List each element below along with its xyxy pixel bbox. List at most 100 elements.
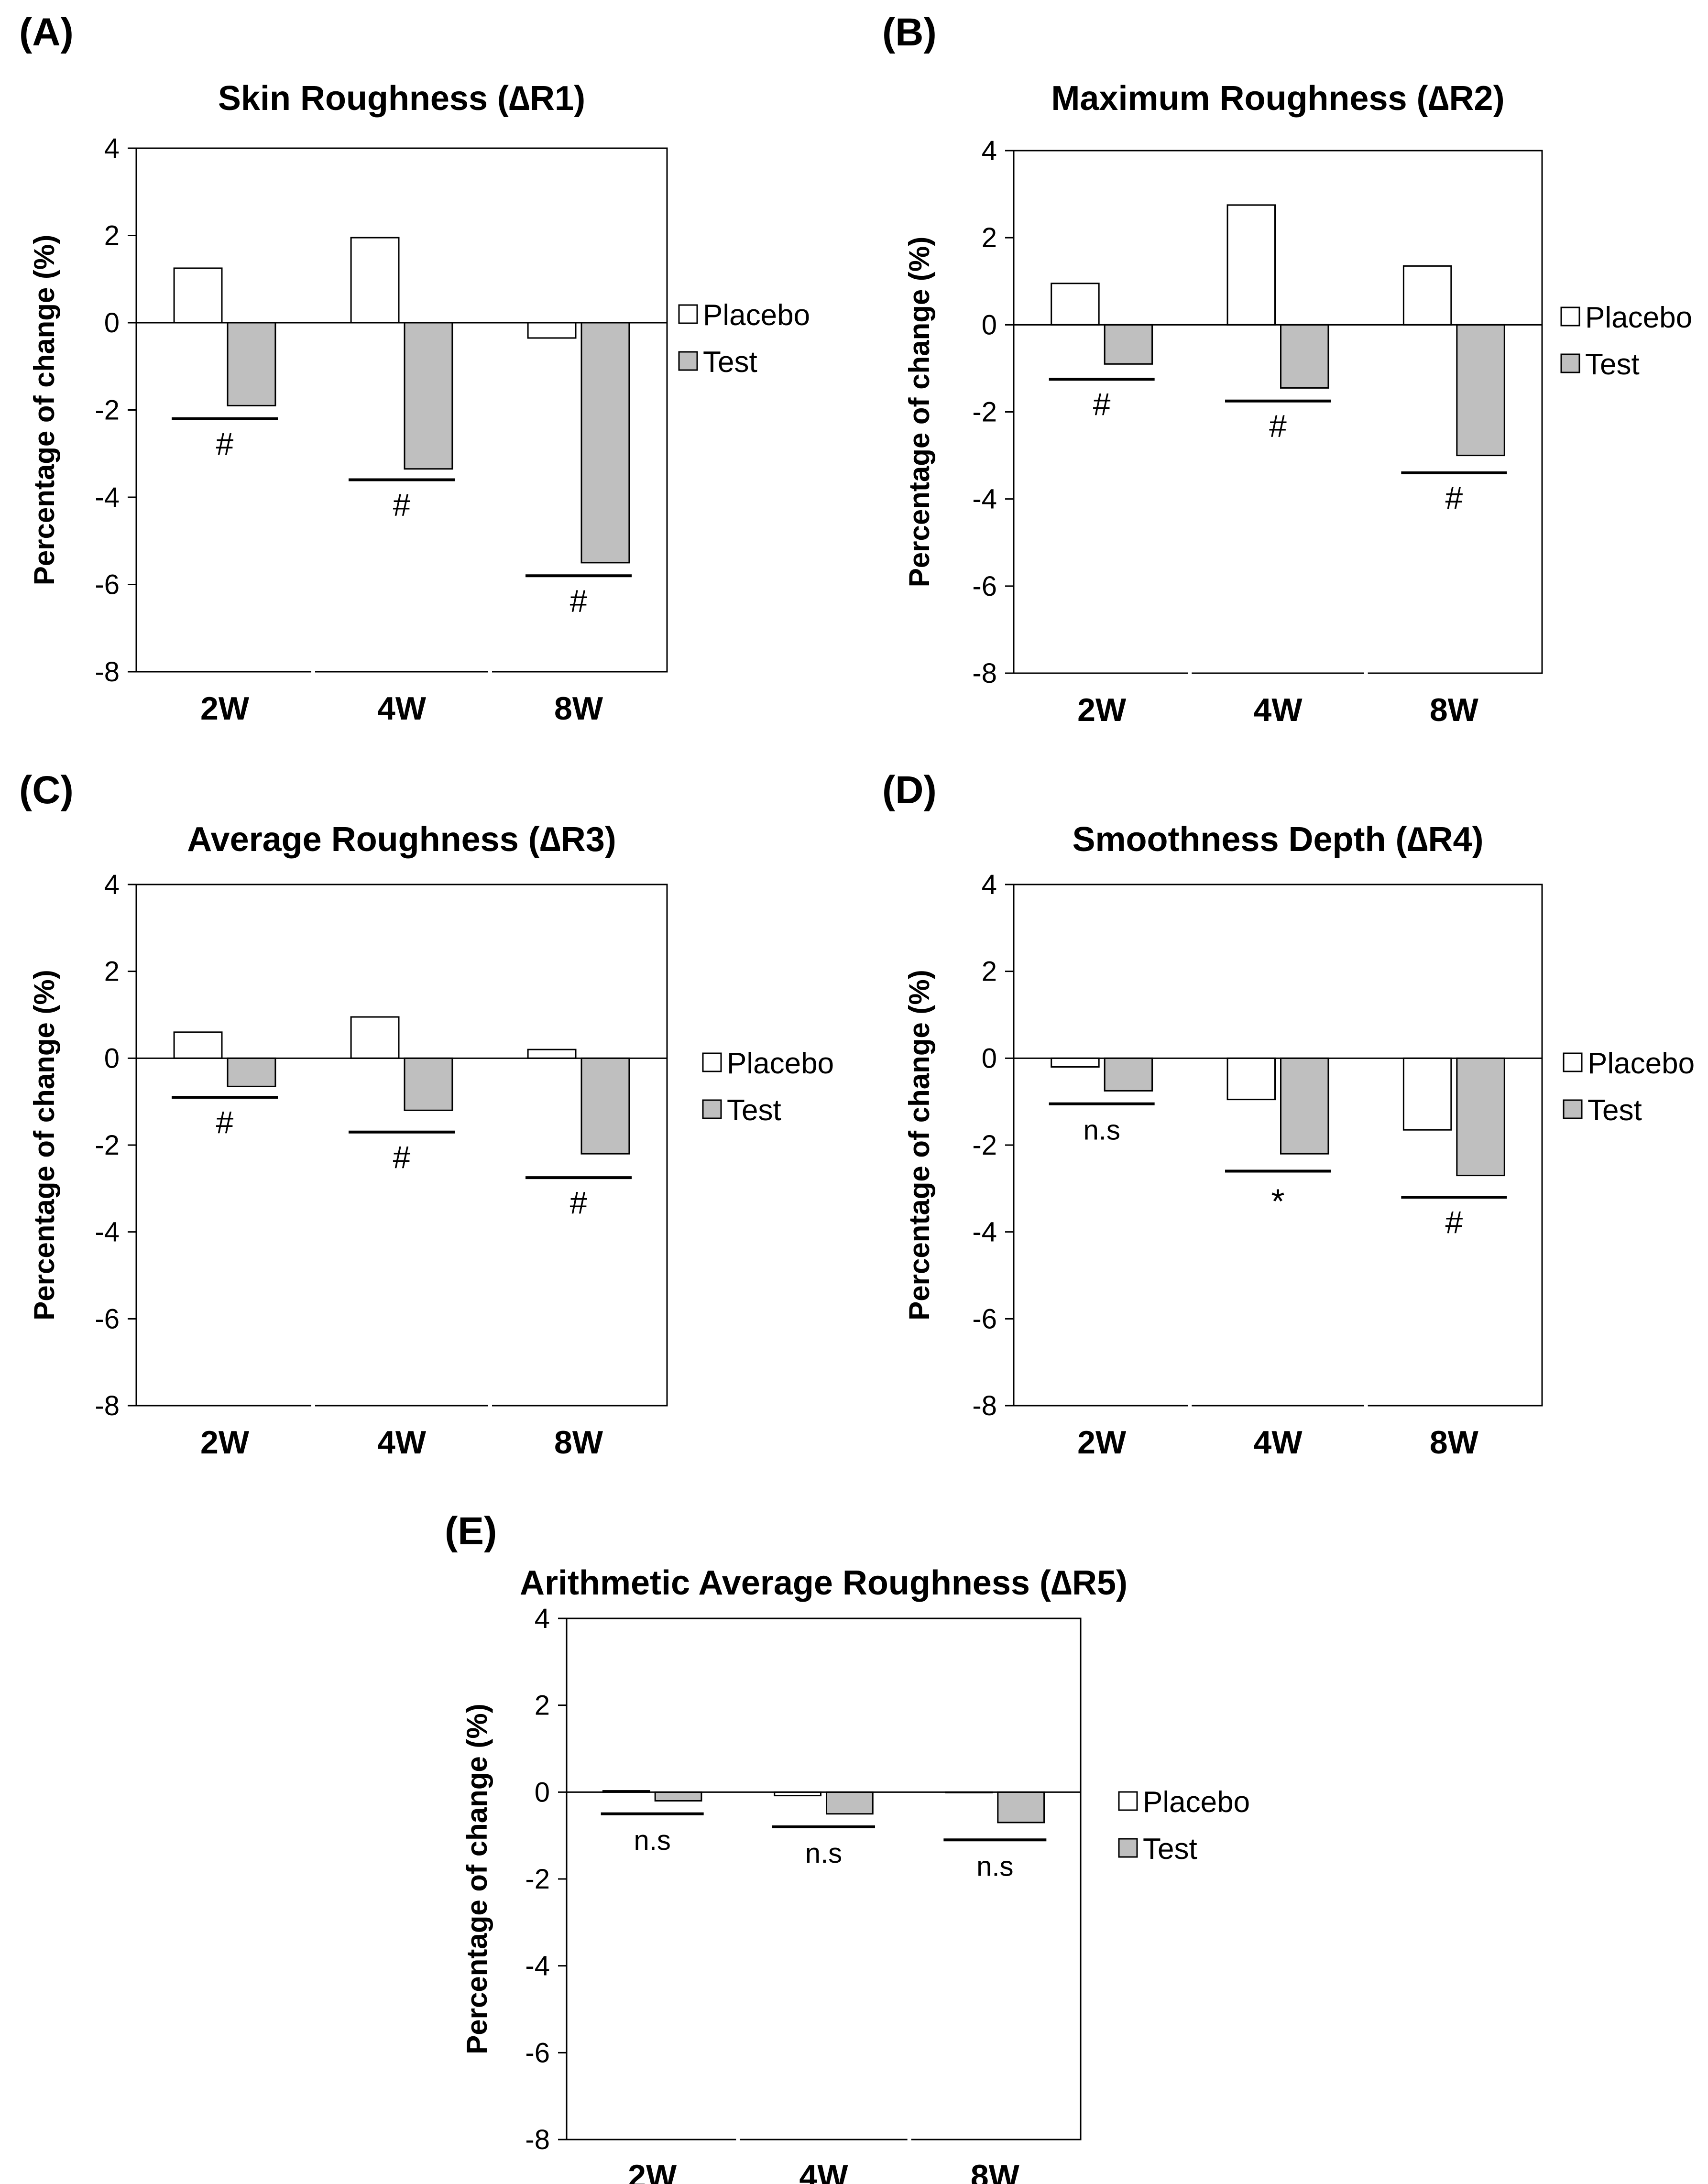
x-tick-label: 2W [200, 690, 250, 727]
y-tick-label: 4 [982, 869, 997, 900]
y-axis-label: Percentage of change (%) [461, 1704, 493, 2054]
chart-panel-a: (A) Skin Roughness (∆R1) Percentage of cha… [19, 11, 810, 727]
legend-swatch-placebo [1563, 1052, 1583, 1072]
legend-label-placebo: Placebo [1588, 1047, 1695, 1080]
bar-test-2w [654, 1791, 702, 1802]
significance-marker: # [216, 426, 234, 461]
panel-label: (E) [445, 1509, 497, 1553]
bar-test-2w [1104, 1057, 1153, 1092]
y-tick-label: 2 [104, 956, 120, 987]
x-tick-label: 8W [1430, 1424, 1479, 1461]
bar-placebo-8w [1402, 265, 1452, 326]
legend-swatch-placebo [702, 1052, 722, 1072]
bar-test-8w [997, 1791, 1045, 1824]
chart-title: Smoothness Depth (∆R4) [1072, 820, 1483, 859]
legend-swatch-placebo [1560, 306, 1580, 327]
y-tick-label: 0 [104, 1043, 120, 1074]
y-tick-label: -8 [972, 1390, 997, 1421]
bar-placebo-4w [1226, 1057, 1276, 1101]
x-tick-label: 4W [377, 1424, 427, 1461]
y-tick-label: 2 [104, 220, 120, 251]
legend-swatch-placebo [1118, 1791, 1138, 1811]
bar-test-4w [1280, 324, 1329, 389]
y-tick-label: -6 [95, 569, 120, 601]
significance-marker: # [1093, 386, 1111, 422]
significance-marker: # [1269, 408, 1287, 444]
y-tick-label: -6 [95, 1303, 120, 1334]
legend-swatch-test [678, 351, 698, 371]
significance-marker: # [570, 583, 588, 618]
panel-label: (B) [882, 11, 937, 54]
x-tick-label: 8W [1430, 692, 1479, 728]
legend-swatch-test [702, 1099, 722, 1119]
x-tick-label: 2W [628, 2158, 677, 2184]
bar-placebo-4w [350, 237, 400, 324]
x-tick-label: 4W [1254, 692, 1303, 728]
legend-swatch-test [1560, 353, 1580, 373]
bar-test-4w [404, 322, 453, 470]
bar-test-2w [1104, 324, 1153, 365]
bar-placebo-4w [350, 1016, 400, 1059]
y-tick-label: -2 [95, 1130, 120, 1161]
bar-placebo-2w [173, 1031, 223, 1059]
y-axis-label: Percentage of change (%) [28, 235, 60, 586]
y-tick-label: -6 [525, 2037, 550, 2068]
y-tick-label: 4 [104, 133, 120, 164]
bar-placebo-8w [1402, 1057, 1452, 1131]
legend-label-placebo: Placebo [1585, 301, 1692, 334]
significance-marker: n.s [805, 1838, 842, 1869]
legend-label-placebo: Placebo [727, 1047, 834, 1080]
y-tick-label: 2 [982, 222, 997, 253]
y-tick-label: -8 [95, 656, 120, 688]
x-tick-label: 8W [971, 2158, 1020, 2184]
significance-marker: # [570, 1185, 588, 1220]
chart-title: Arithmetic Average Roughness (∆R5) [520, 1564, 1128, 1602]
y-tick-label: -4 [95, 482, 120, 513]
legend-label-test: Test [1585, 348, 1640, 381]
bar-test-2w [227, 322, 276, 406]
bar-test-2w [227, 1057, 276, 1087]
y-tick-label: 4 [535, 1603, 550, 1634]
y-tick-label: 4 [104, 869, 120, 900]
x-tick-label: 4W [799, 2158, 849, 2184]
chart-panel-c: (C) Average Roughness (∆R3) Percentage of … [19, 768, 834, 1461]
significance-marker: # [393, 487, 411, 523]
bar-placebo-8w [527, 322, 577, 339]
bar-test-8w [1456, 324, 1505, 457]
bar-placebo-4w [1226, 204, 1276, 326]
y-tick-label: 0 [104, 307, 120, 339]
y-tick-label: -2 [95, 395, 120, 426]
bar-placebo-2w [1051, 1057, 1100, 1068]
bar-test-8w [1456, 1057, 1505, 1177]
y-tick-label: -4 [972, 484, 997, 515]
legend-label-placebo: Placebo [1143, 1786, 1250, 1819]
significance-marker: # [393, 1139, 411, 1175]
y-tick-label: 0 [982, 1043, 997, 1074]
significance-marker: n.s [634, 1825, 670, 1856]
y-tick-label: -4 [95, 1217, 120, 1248]
chart-title: Skin Roughness (∆R1) [218, 79, 585, 118]
y-axis-label: Percentage of change (%) [903, 237, 935, 588]
y-tick-label: -2 [972, 397, 997, 428]
significance-marker: # [1445, 480, 1463, 515]
y-tick-label: -6 [972, 1303, 997, 1334]
chart-title: Maximum Roughness (∆R2) [1051, 79, 1504, 118]
chart-panel-e: (E) Arithmetic Average Roughness (∆R5) Per… [445, 1509, 1250, 2184]
chart-panel-b: (B) Maximum Roughness (∆R2) Percentage of … [882, 11, 1692, 728]
panel-label: (C) [19, 768, 74, 812]
legend-label-test: Test [1588, 1094, 1642, 1127]
y-tick-label: -2 [525, 1864, 550, 1895]
legend-swatch-test [1118, 1838, 1138, 1858]
significance-marker: # [1445, 1204, 1463, 1240]
y-tick-label: 2 [982, 956, 997, 987]
significance-marker: n.s [1083, 1115, 1120, 1146]
x-tick-label: 8W [554, 1424, 603, 1461]
y-axis-label: Percentage of change (%) [28, 970, 60, 1321]
legend-label-test: Test [703, 346, 757, 379]
significance-marker: # [216, 1104, 234, 1140]
x-tick-label: 2W [1077, 1424, 1127, 1461]
bar-test-4w [826, 1791, 874, 1815]
panel-label: (D) [882, 768, 937, 812]
legend-label-test: Test [1143, 1833, 1197, 1866]
